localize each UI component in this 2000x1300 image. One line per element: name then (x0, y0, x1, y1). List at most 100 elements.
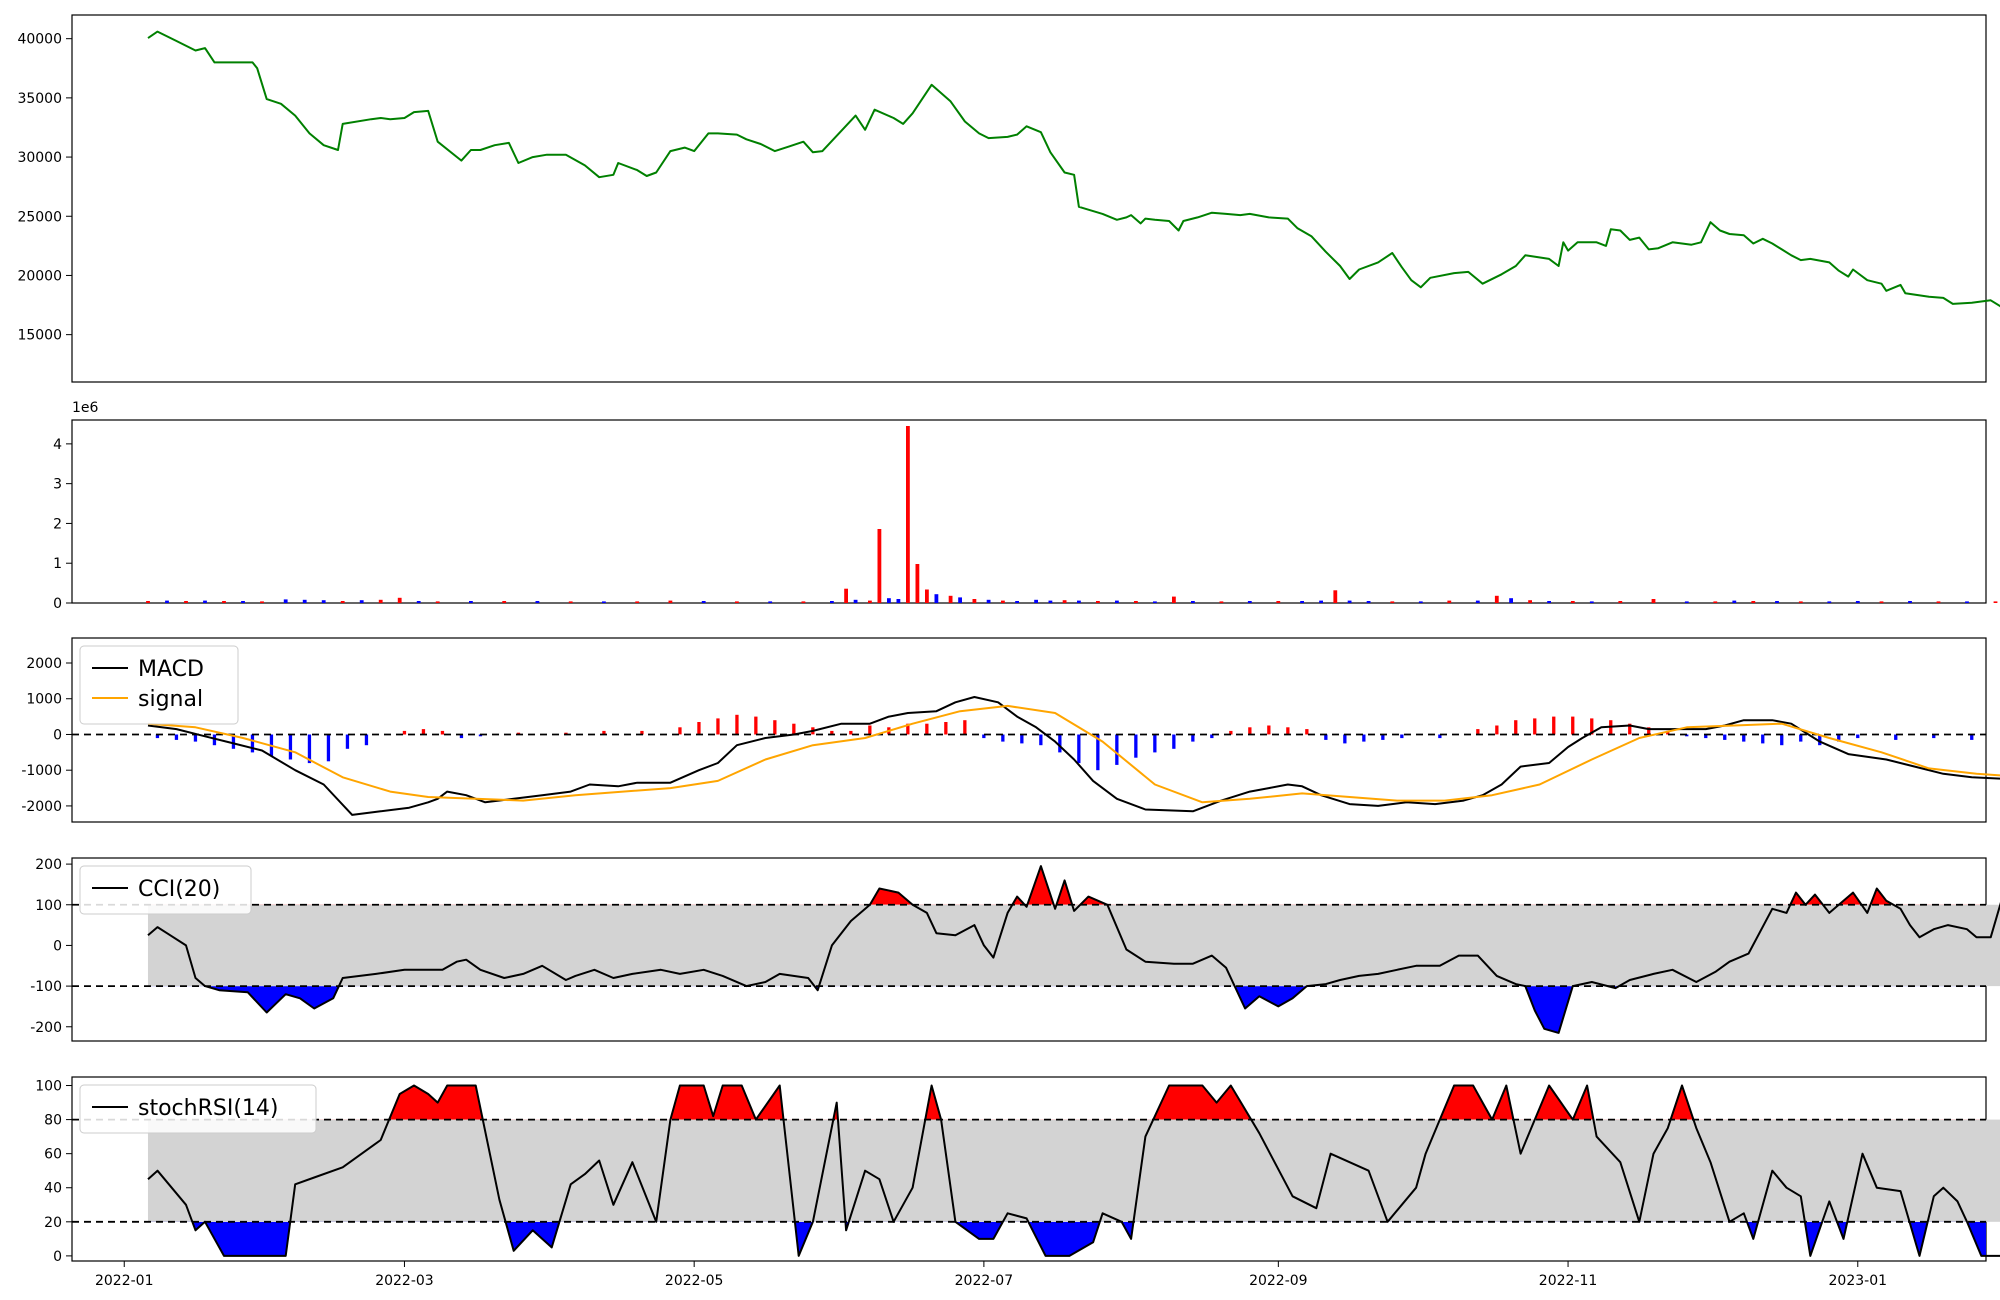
macd-axis-tick-label: -1000 (21, 763, 62, 779)
stochrsi-oversold-fill (192, 1221, 1986, 1256)
macd-histogram-bar (1438, 734, 1442, 739)
macd-histogram-bar (364, 734, 369, 746)
macd-histogram-bar (1932, 734, 1936, 739)
macd-histogram-bar (1799, 734, 1803, 742)
stochrsi-axis-tick-label: 0 (53, 1249, 62, 1265)
stochrsi-legend-label: stochRSI(14) (138, 1096, 279, 1121)
volume-bar (1775, 601, 1779, 603)
macd-histogram-bar (602, 730, 606, 735)
macd-legend-box (79, 645, 239, 725)
macd-axis-tick-label: 0 (53, 727, 62, 743)
stochrsi-axis-tick-label: 60 (44, 1147, 62, 1163)
volume-bar (1570, 601, 1575, 603)
volume-bar (1333, 590, 1338, 603)
macd-legend: MACD signal (79, 645, 239, 725)
macd-histogram-bar (1761, 734, 1765, 744)
volume-bar (435, 601, 440, 603)
macd-histogram-bar (1305, 729, 1309, 735)
macd-histogram-bar (155, 734, 160, 739)
volume-bar (1447, 600, 1452, 603)
macd-histogram-bar (849, 730, 853, 735)
volume-bar (1153, 601, 1157, 603)
macd-histogram-bar (174, 734, 179, 740)
macd-histogram-bar (1666, 730, 1670, 735)
volume-bar (896, 599, 901, 603)
macd-histogram-bar (868, 725, 872, 735)
macd-histogram-bar (478, 734, 483, 737)
volume-axis-tick-label: 3 (53, 477, 62, 493)
macd-histogram-bar (1267, 725, 1271, 735)
stochrsi-axis-tick-label: 40 (44, 1181, 62, 1197)
volume-bar (701, 601, 706, 603)
macd-histogram-bar (1020, 734, 1024, 744)
macd-histogram-bar (1115, 734, 1119, 765)
volume-axis-tick-label: 1 (53, 556, 62, 572)
macd-histogram-bar (288, 734, 293, 760)
volume-bar (948, 595, 953, 603)
volume-bar (1034, 599, 1038, 603)
macd-histogram-bar (1172, 734, 1176, 749)
volume-bar (1732, 600, 1737, 603)
price-axis-tick-label: 20000 (17, 268, 62, 284)
macd-histogram-bar (307, 734, 312, 764)
macd-histogram-bar (1533, 718, 1537, 735)
volume-bar (1390, 601, 1395, 603)
macd-histogram-bar (754, 716, 758, 735)
x-axis-tick-label: 2022-03 (375, 1273, 434, 1289)
volume-bar (801, 601, 806, 603)
volume-bar (986, 599, 991, 603)
macd-histogram-bar (697, 722, 701, 735)
price-axis-tick-label: 35000 (17, 91, 62, 107)
macd-histogram-bar (1704, 734, 1708, 739)
volume-bar (1713, 601, 1718, 603)
x-axis-tick-label: 2022-09 (1249, 1273, 1308, 1289)
macd-axis-tick-label: 1000 (26, 692, 62, 708)
macd-histogram-bar (421, 729, 426, 735)
macd-histogram-bar (1153, 734, 1157, 753)
x-axis-tick-label: 2022-11 (1539, 1273, 1598, 1289)
macd-axis-tick-label: 2000 (26, 656, 62, 672)
volume-bar (222, 601, 226, 603)
macd-histogram-bar (1647, 727, 1651, 735)
volume-bar (1827, 601, 1832, 603)
volume-bar (915, 564, 920, 603)
volume-bar (283, 599, 288, 603)
macd-histogram-bar (1894, 734, 1898, 740)
macd-histogram-bar (1134, 734, 1138, 758)
volume-bar (906, 426, 910, 603)
stochrsi-axis-tick-label: 80 (44, 1113, 62, 1129)
volume-bar (359, 600, 364, 603)
volume-bar (1134, 601, 1138, 603)
macd-histogram-bar (1552, 716, 1556, 735)
macd-histogram-bar (678, 727, 682, 735)
volume-bar (1319, 600, 1323, 603)
x-axis-tick-label: 2023-01 (1829, 1273, 1888, 1289)
volume-bar (1115, 600, 1119, 603)
macd-histogram-bar (250, 734, 255, 753)
volume-bar (844, 588, 848, 603)
volume-bar (1172, 596, 1176, 603)
volume-bar (1494, 595, 1499, 603)
stochrsi-legend: stochRSI(14) (79, 1084, 317, 1134)
volume-offset-text: 1e6 (72, 400, 99, 416)
stochrsi-axis-tick-label: 20 (44, 1215, 62, 1231)
macd-histogram-bar (1324, 734, 1328, 740)
macd-histogram-bar (1856, 734, 1860, 739)
macd-histogram-bar (1628, 723, 1632, 735)
volume-bar (1096, 601, 1100, 603)
volume-bar (1908, 601, 1912, 603)
volume-bar (768, 601, 773, 603)
volume-bar (1062, 600, 1067, 603)
volume-bar (635, 601, 640, 603)
macd-panel (71, 637, 1987, 823)
macd-histogram-bar (792, 723, 796, 735)
volume-bar (1684, 601, 1689, 603)
volume-bar (1077, 600, 1081, 603)
macd-histogram-bar (1077, 734, 1081, 764)
macd-histogram-bar (716, 718, 720, 735)
macd-histogram-bar (1096, 734, 1100, 771)
macd-histogram-bar (830, 730, 834, 735)
volume-bar (1993, 601, 1998, 603)
volume-bar (1001, 600, 1005, 603)
